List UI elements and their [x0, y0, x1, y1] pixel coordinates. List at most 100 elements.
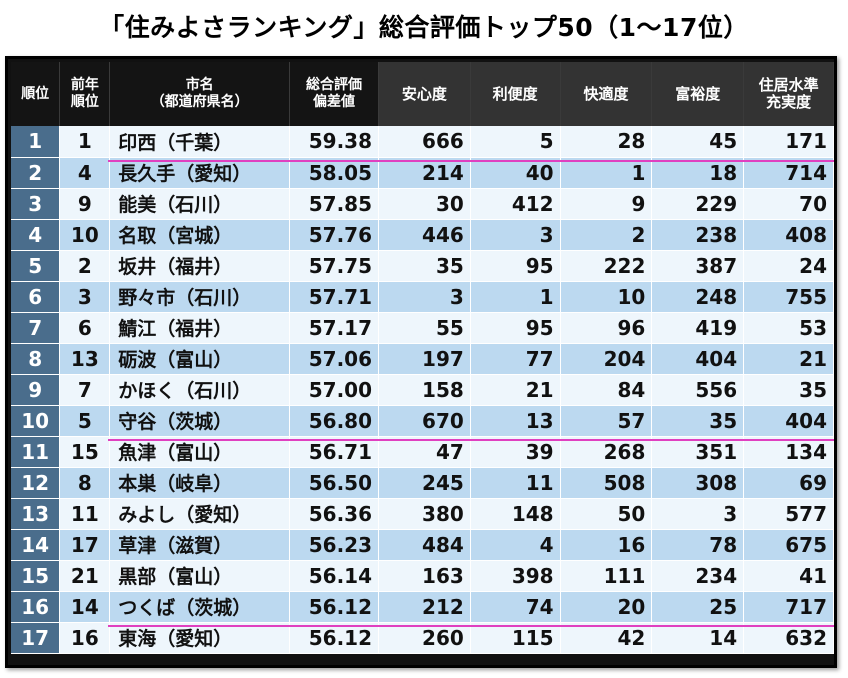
comfort-cell: 222	[560, 250, 653, 282]
score-cell: 57.17	[289, 312, 379, 344]
header-housing: 住居水準 充実度	[743, 62, 834, 126]
header-wealth: 富裕度	[651, 62, 745, 126]
wealth-cell: 556	[651, 374, 745, 406]
prev-rank-cell: 21	[59, 560, 111, 592]
safety-cell: 3	[378, 281, 471, 313]
prev-rank-cell: 8	[59, 467, 111, 499]
convenience-cell: 13	[470, 405, 561, 437]
comfort-cell: 42	[560, 622, 653, 654]
prev-rank-cell: 1	[59, 126, 111, 158]
convenience-cell: 95	[470, 250, 561, 282]
wealth-cell: 238	[651, 219, 745, 251]
rank-cell: 3	[11, 188, 61, 220]
housing-cell: 755	[743, 281, 834, 313]
convenience-cell: 412	[470, 188, 561, 220]
highlight-line-row-16	[108, 625, 834, 627]
housing-cell: 21	[743, 343, 834, 375]
convenience-cell: 39	[470, 436, 561, 468]
table-row: 17 16 東海（愛知） 56.12 260 115 42 14 632	[11, 622, 834, 654]
highlight-line-row-1	[108, 160, 834, 162]
header-city: 市名 （都道府県名）	[109, 62, 291, 126]
comfort-cell: 508	[560, 467, 653, 499]
rank-cell: 13	[11, 498, 61, 530]
table-row: 12 8 本巣（岐阜） 56.50 245 11 508 308 69	[11, 467, 834, 499]
header-prev-rank: 前年 順位	[59, 62, 111, 126]
rank-cell: 9	[11, 374, 61, 406]
header-score: 総合評価 偏差値	[289, 62, 379, 126]
safety-cell: 55	[378, 312, 471, 344]
prev-rank-cell: 14	[59, 591, 111, 623]
table-row: 15 21 黒部（富山） 56.14 163 398 111 234 41	[11, 560, 834, 592]
city-cell: 鯖江（福井）	[109, 312, 291, 344]
header-prev-rank-line1: 前年	[70, 77, 99, 93]
city-cell: 坂井（福井）	[109, 250, 291, 282]
city-cell: 草津（滋賀）	[109, 529, 291, 561]
header-city-line1: 市名	[185, 77, 214, 93]
header-housing-line1: 住居水準	[758, 76, 819, 94]
table-row: 6 3 野々市（石川） 57.71 3 1 10 248 755	[11, 281, 834, 313]
table-row: 10 5 守谷（茨城） 56.80 670 13 57 35 404	[11, 405, 834, 437]
safety-cell: 245	[378, 467, 471, 499]
table-header-row: 順位 前年 順位 市名 （都道府県名） 総合評価 偏差値 安心度 利便度 快適度…	[11, 62, 834, 126]
city-cell: 能美（石川）	[109, 188, 291, 220]
housing-cell: 41	[743, 560, 834, 592]
prev-rank-cell: 2	[59, 250, 111, 282]
safety-cell: 666	[378, 126, 471, 158]
city-cell: かほく（石川）	[109, 374, 291, 406]
rank-cell: 15	[11, 560, 61, 592]
table-row: 2 4 長久手（愛知） 58.05 214 40 1 18 714	[11, 157, 834, 189]
score-cell: 56.36	[289, 498, 379, 530]
city-cell: 守谷（茨城）	[109, 405, 291, 437]
prev-rank-cell: 16	[59, 622, 111, 654]
prev-rank-cell: 6	[59, 312, 111, 344]
score-cell: 57.76	[289, 219, 379, 251]
header-comfort: 快適度	[560, 62, 653, 126]
score-cell: 57.00	[289, 374, 379, 406]
wealth-cell: 18	[651, 157, 745, 189]
score-cell: 57.71	[289, 281, 379, 313]
convenience-cell: 4	[470, 529, 561, 561]
score-cell: 57.06	[289, 343, 379, 375]
convenience-cell: 1	[470, 281, 561, 313]
wealth-cell: 234	[651, 560, 745, 592]
ranking-table: 順位 前年 順位 市名 （都道府県名） 総合評価 偏差値 安心度 利便度 快適度…	[11, 62, 834, 654]
table-row: 8 13 砺波（富山） 57.06 197 77 204 404 21	[11, 343, 834, 375]
header-safety: 安心度	[378, 62, 471, 126]
rank-cell: 7	[11, 312, 61, 344]
wealth-cell: 45	[651, 126, 745, 158]
page-title: 「住みよさランキング」総合評価トップ50（1～17位）	[99, 13, 749, 42]
housing-cell: 171	[743, 126, 834, 158]
wealth-cell: 351	[651, 436, 745, 468]
header-rank: 順位	[11, 62, 61, 126]
safety-cell: 163	[378, 560, 471, 592]
score-cell: 56.14	[289, 560, 379, 592]
housing-cell: 717	[743, 591, 834, 623]
housing-cell: 53	[743, 312, 834, 344]
safety-cell: 446	[378, 219, 471, 251]
rank-cell: 16	[11, 591, 61, 623]
score-cell: 56.50	[289, 467, 379, 499]
rank-cell: 14	[11, 529, 61, 561]
wealth-cell: 78	[651, 529, 745, 561]
header-city-line2: （都道府県名）	[150, 94, 249, 110]
header-score-line1: 総合評価	[306, 77, 363, 93]
rank-cell: 1	[11, 126, 61, 158]
comfort-cell: 28	[560, 126, 653, 158]
table-row: 1 1 印西（千葉） 59.38 666 5 28 45 171	[11, 126, 834, 158]
table-row: 5 2 坂井（福井） 57.75 35 95 222 387 24	[11, 250, 834, 282]
housing-cell: 69	[743, 467, 834, 499]
safety-cell: 260	[378, 622, 471, 654]
wealth-cell: 308	[651, 467, 745, 499]
convenience-cell: 11	[470, 467, 561, 499]
header-prev-rank-line2: 順位	[70, 94, 99, 110]
prev-rank-cell: 3	[59, 281, 111, 313]
rank-cell: 6	[11, 281, 61, 313]
prev-rank-cell: 17	[59, 529, 111, 561]
comfort-cell: 10	[560, 281, 653, 313]
convenience-cell: 74	[470, 591, 561, 623]
wealth-cell: 35	[651, 405, 745, 437]
rank-cell: 4	[11, 219, 61, 251]
score-cell: 57.85	[289, 188, 379, 220]
header-convenience: 利便度	[470, 62, 561, 126]
comfort-cell: 204	[560, 343, 653, 375]
